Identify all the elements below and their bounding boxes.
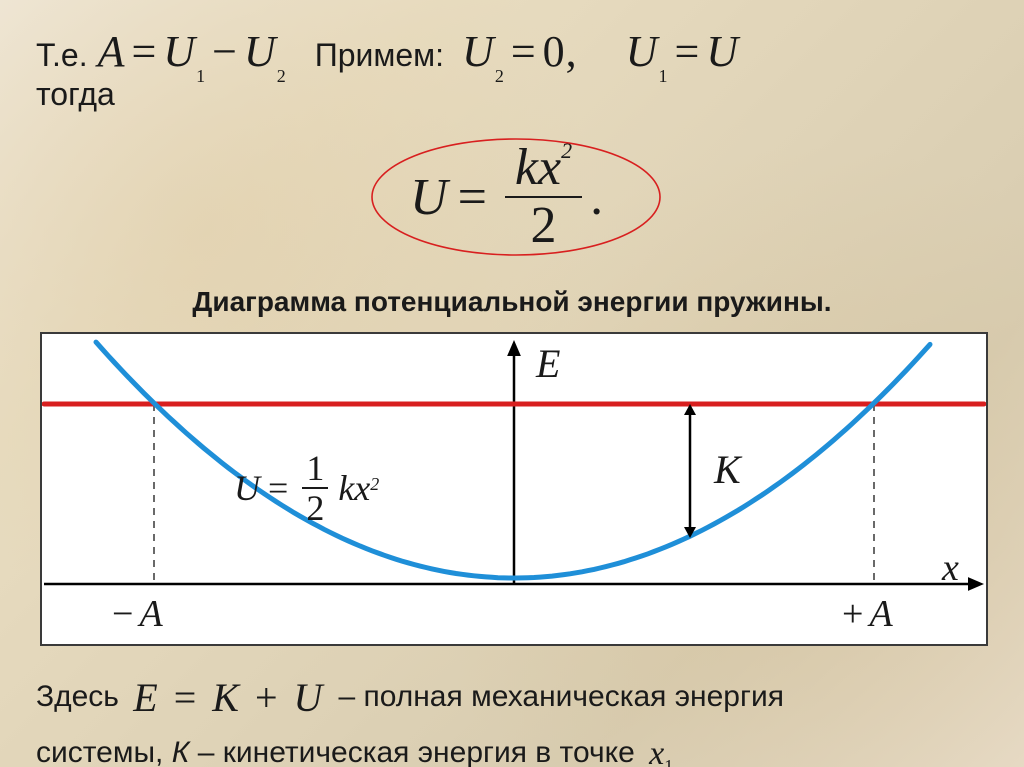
- text-here: Здесь: [36, 680, 119, 713]
- sub-c1: 1: [658, 66, 668, 86]
- sym-comma: ,: [566, 27, 578, 76]
- text-assume: Примем:: [315, 37, 444, 74]
- sym-Ui-x: x: [354, 467, 370, 509]
- sym-E: E: [133, 675, 157, 720]
- text-full-energy: – полная механическая энергия: [338, 680, 784, 713]
- sym-Um-eq: =: [458, 168, 487, 227]
- main-formula-region: U = kx2 2 .: [356, 128, 676, 266]
- sym-Um-U: U: [410, 168, 448, 227]
- sym-A-neg: A: [139, 593, 162, 635]
- num-1: 1: [302, 450, 328, 489]
- sym-U1: U: [163, 27, 196, 76]
- sub-c2: 2: [495, 66, 505, 86]
- plus-sign: +: [842, 593, 863, 635]
- equation-cond: U2=0, U1=U: [462, 26, 739, 81]
- fraction-half: 1 2: [302, 450, 328, 526]
- equation-work: A=U1−U2: [98, 26, 287, 81]
- sym-Uc2: U: [626, 27, 659, 76]
- equation-U-main: U = kx2 2 .: [410, 142, 603, 252]
- sym-k: k: [515, 139, 538, 196]
- sym-EKU-plus: +: [255, 675, 278, 720]
- bottom-explanation: Здесь E = K + U – полная механическая эн…: [36, 668, 1004, 767]
- sym-minus: −: [212, 27, 238, 76]
- sym-x1: x1: [649, 735, 673, 767]
- sym-Ui-k: k: [338, 467, 354, 509]
- equation-U-inside: U = 1 2 kx2: [234, 450, 379, 526]
- sym-Ui-pow: 2: [370, 474, 379, 495]
- sym-Ui-eq: =: [268, 467, 288, 509]
- sym-Urhs: U: [706, 27, 739, 76]
- den-2: 2: [306, 489, 324, 526]
- sym-EKU-eq: =: [174, 675, 197, 720]
- text-system: системы,: [36, 736, 172, 767]
- sym-eq: =: [131, 27, 157, 76]
- text-ie: Т.е.: [36, 37, 88, 74]
- minus-sign: −: [112, 593, 133, 635]
- sym-x1-x: x: [649, 735, 664, 767]
- sym-EKU-K: K: [212, 675, 239, 720]
- sym-A: A: [98, 27, 126, 76]
- numerator: kx2: [505, 142, 582, 198]
- denominator: 2: [530, 198, 556, 252]
- sym-eqc: =: [511, 27, 537, 76]
- line-1: Т.е. A=U1−U2 Примем: U2=0, U1=U: [36, 26, 739, 81]
- axis-label-E: E: [536, 340, 560, 387]
- label-K: K: [714, 446, 741, 493]
- sym-EKU-U: U: [294, 675, 323, 720]
- sub-2: 2: [277, 66, 287, 86]
- sym-x1-sub: 1: [664, 756, 673, 767]
- axis-label-x: x: [942, 546, 959, 590]
- sub-1: 1: [196, 66, 206, 86]
- sym-dot: .: [590, 168, 603, 227]
- sym-Ui-U: U: [234, 467, 260, 509]
- diagram-title: Диаграмма потенциальной энергии пружины.: [0, 286, 1024, 318]
- text-kinetic: – кинетическая энергия в точке: [198, 736, 643, 767]
- sym-eqc2: =: [674, 27, 700, 76]
- equation-EKU: E = K + U: [133, 675, 332, 720]
- text-then: тогда: [36, 76, 115, 113]
- sym-zero: 0: [543, 27, 566, 76]
- sym-U2: U: [244, 27, 277, 76]
- sym-x: x: [538, 139, 561, 196]
- fraction: kx2 2: [505, 142, 582, 252]
- tick-label-negA: −A: [112, 592, 163, 636]
- tick-label-posA: +A: [842, 592, 893, 636]
- energy-diagram: E x −A +A K U = 1 2 kx2: [40, 332, 988, 646]
- sym-A-pos: A: [869, 593, 892, 635]
- sym-Uc1: U: [462, 27, 495, 76]
- text-K-ital: К: [172, 736, 190, 767]
- sym-pow: 2: [561, 138, 572, 163]
